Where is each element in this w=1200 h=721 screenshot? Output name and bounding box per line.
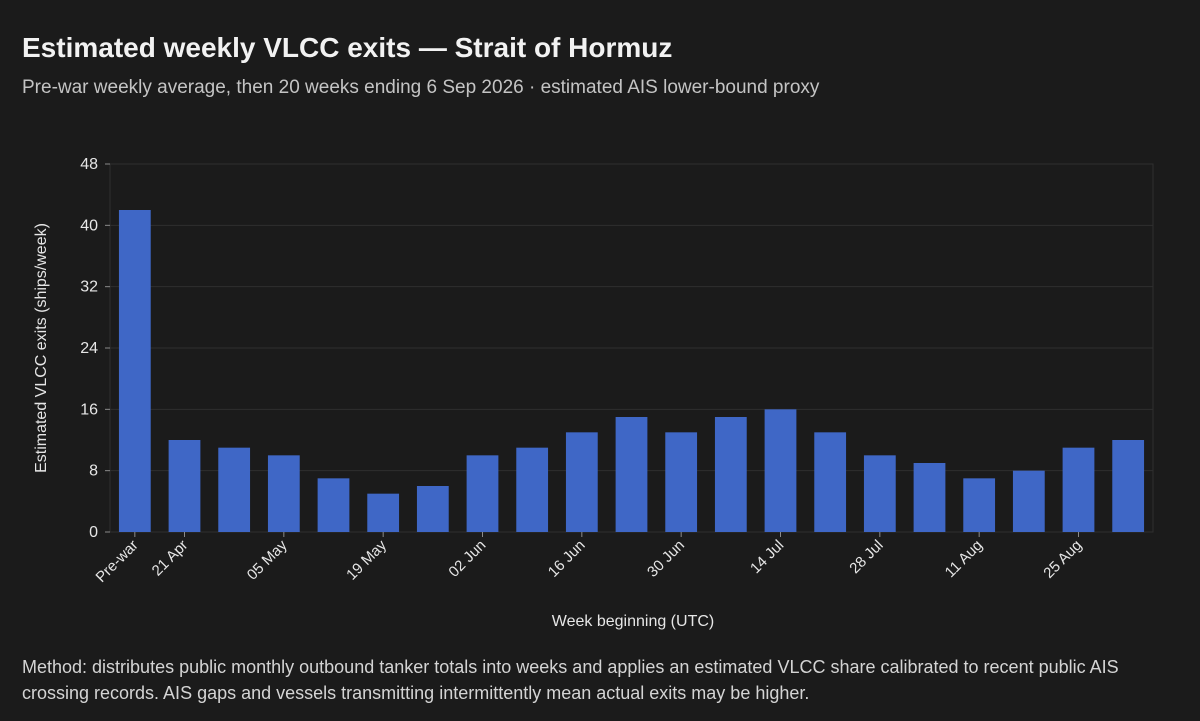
bar-30-jun [665, 432, 698, 532]
chart-subtitle: Pre-war weekly average, then 20 weeks en… [22, 77, 820, 98]
bar-05-may [267, 455, 300, 532]
x-axis-ticks: Pre-war 21 Apr 05 May 19 May 02 Jun 16 Jun 30 … [93, 532, 1085, 586]
x-tick-label: 05 May [244, 536, 291, 583]
bar-pre-war [118, 210, 151, 532]
x-tick-label: 11 Aug [942, 537, 986, 581]
bar-23-jun [615, 417, 648, 532]
x-tick-label: 16 Jun [545, 537, 589, 581]
x-tick-label: 19 May [343, 536, 390, 583]
y-tick-label: 32 [80, 279, 98, 296]
bar-09-jun [516, 447, 549, 532]
y-axis-ticks: 0 8 16 24 32 40 48 [80, 156, 110, 541]
x-tick-label: 25 Aug [1040, 537, 1085, 582]
bar-02-jun [466, 455, 499, 532]
bar-16-jun [565, 432, 598, 532]
bar-12-may [317, 478, 350, 532]
bar-11-aug [963, 478, 996, 532]
y-tick-label: 24 [80, 340, 98, 357]
y-axis-label: Estimated VLCC exits (ships/week) [33, 223, 50, 473]
x-axis-label: Week beginning (UTC) [552, 613, 714, 630]
bar-07-jul [714, 417, 747, 532]
bar-04-aug [913, 463, 946, 532]
y-tick-label: 40 [80, 217, 98, 234]
bar-25-aug [1062, 447, 1095, 532]
x-tick-label: 02 Jun [445, 537, 489, 581]
x-tick-label: 14 Jul [747, 537, 787, 577]
bar-01-sep [1112, 440, 1145, 532]
y-tick-label: 0 [89, 524, 98, 541]
bar-26-may [416, 486, 449, 532]
x-tick-label: Pre-war [93, 537, 142, 586]
bar-14-jul [764, 409, 797, 532]
bar-28-jul [863, 455, 896, 532]
bar-18-aug [1012, 470, 1045, 532]
bars [118, 210, 1145, 532]
x-tick-label: 30 Jun [644, 537, 688, 581]
x-tick-label: 21 Apr [149, 537, 192, 580]
bar-28-apr [218, 447, 251, 532]
y-tick-label: 16 [80, 401, 98, 418]
chart-title: Estimated weekly VLCC exits — Strait of … [22, 32, 673, 63]
y-tick-label: 8 [89, 463, 98, 480]
bar-19-may [367, 493, 400, 532]
bar-21-jul [814, 432, 847, 532]
method-footnote: Method: distributes public monthly outbo… [22, 657, 1119, 703]
x-tick-label: 28 Jul [846, 537, 886, 577]
y-tick-label: 48 [80, 156, 98, 173]
bar-chart: 0 8 16 24 32 40 48 Pre-war 21 Apr 05 May 19 May 02… [33, 156, 1154, 630]
bar-21-apr [168, 440, 201, 532]
